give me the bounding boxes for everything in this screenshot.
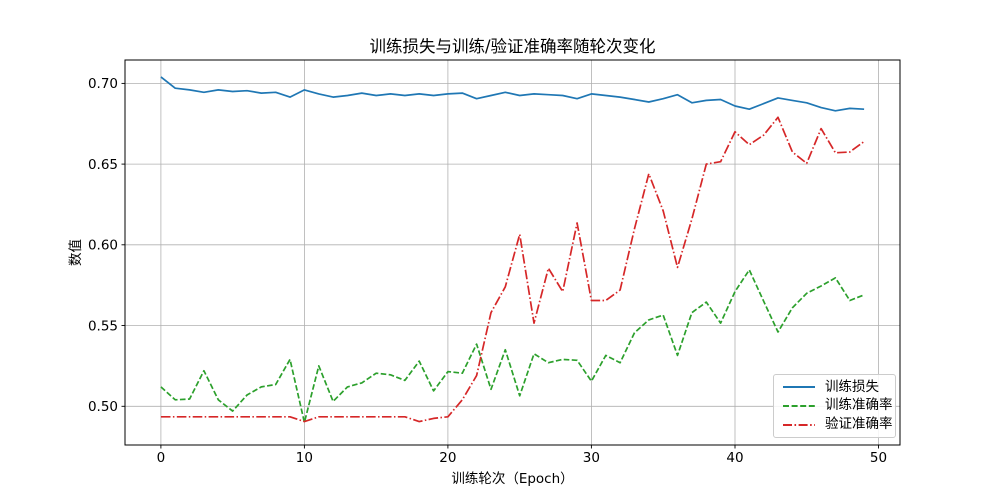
x-tick-label: 50 (870, 450, 887, 466)
legend-line-sample (783, 405, 815, 407)
legend-label: 验证准确率 (825, 415, 893, 432)
tick-layer: 0 10 20 30 40 50 0.50 0.55 0.60 0.65 0.70 (88, 76, 887, 466)
loss-line (160, 76, 865, 112)
plot-border (124, 59, 901, 446)
x-tick-label: 10 (296, 450, 313, 466)
legend-label: 训练准确率 (825, 397, 893, 414)
legend-line-sample (783, 423, 815, 426)
x-tick-label: 40 (726, 450, 743, 466)
legend-item-train-accuracy-line: 训练准确率 (782, 397, 893, 416)
legend: 训练损失训练准确率 验证准确率 (773, 374, 896, 438)
y-tick-label: 0.70 (88, 76, 118, 92)
legend-item-val-accuracy-line: 验证准确率 (782, 415, 893, 434)
grid-layer (125, 60, 900, 445)
chart-title: 训练损失与训练/验证准确率随轮次变化 (369, 37, 655, 56)
y-axis-label: 数值 (68, 239, 84, 266)
x-tick-label: 0 (157, 450, 166, 466)
y-tick-label: 0.50 (88, 399, 118, 415)
legend-label: 训练损失 (825, 378, 879, 395)
val-accuracy-line (160, 116, 865, 423)
y-tick-label: 0.55 (88, 318, 118, 334)
legend-line-sample (783, 386, 815, 389)
x-axis-label: 训练轮次（Epoch） (451, 471, 573, 487)
y-tick-label: 0.60 (88, 238, 118, 254)
legend-item-loss-line: 训练损失 (782, 378, 889, 397)
train-accuracy-line (160, 269, 865, 424)
x-tick-label: 30 (583, 450, 600, 466)
y-tick-label: 0.65 (88, 157, 118, 173)
series-layer (160, 76, 865, 424)
x-tick-label: 20 (439, 450, 456, 466)
